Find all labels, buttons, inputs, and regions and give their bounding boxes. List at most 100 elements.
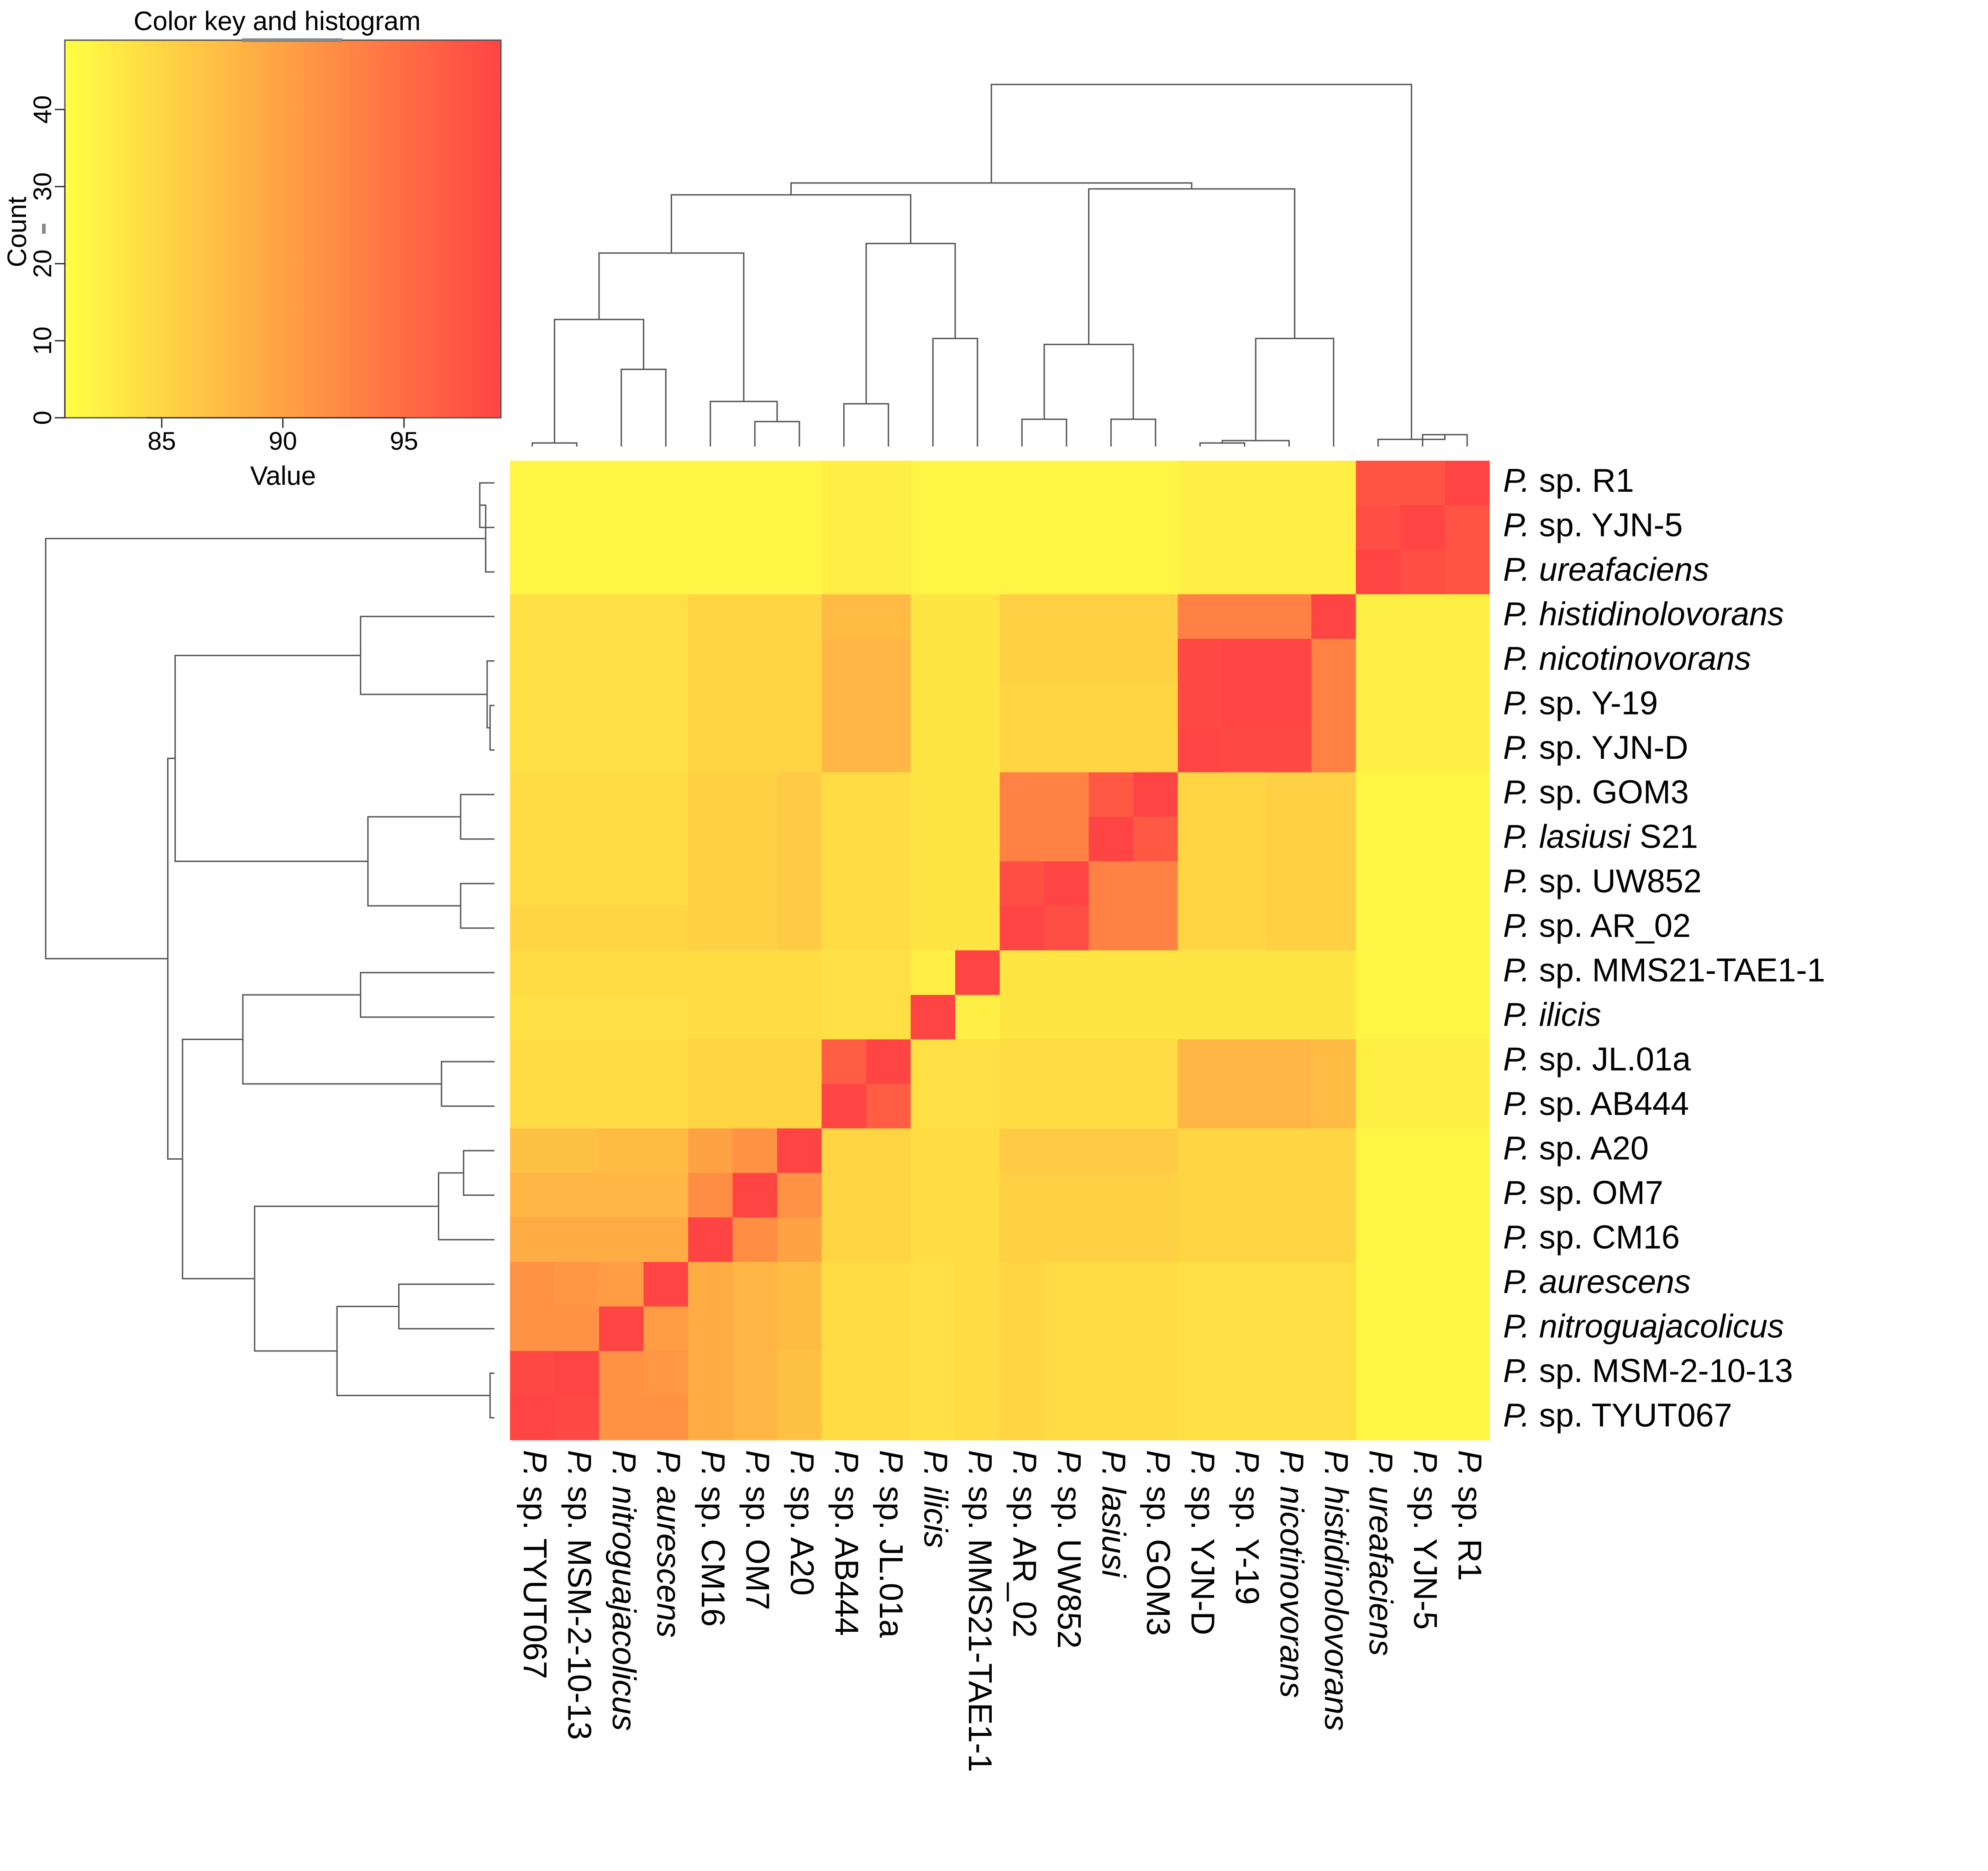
heatmap-cell [821, 1128, 867, 1173]
heatmap-cell [821, 1351, 867, 1396]
heatmap-cell [688, 728, 733, 773]
heatmap-cell [1400, 550, 1446, 595]
heatmap-cell [1044, 995, 1089, 1040]
dendrogram-branch [460, 794, 494, 840]
heatmap-cell [955, 1262, 1000, 1307]
heatmap-cell [1400, 1128, 1446, 1173]
heatmap-cell [599, 1395, 644, 1440]
heatmap-cell [732, 728, 778, 773]
heatmap-cell [1267, 950, 1312, 995]
heatmap-cell [599, 817, 644, 862]
heatmap-cell [510, 1395, 555, 1440]
heatmap-cell [1311, 772, 1357, 817]
heatmap-cell [821, 683, 867, 728]
heatmap-cell [732, 1173, 778, 1218]
heatmap-cell [1089, 1351, 1134, 1396]
heatmap-cell [910, 594, 956, 639]
column-label: P. sp. UW852 [1051, 1450, 1087, 1649]
heatmap-cell [955, 817, 1000, 862]
heatmap-cell [643, 1262, 689, 1307]
heatmap-cell [554, 1128, 600, 1173]
heatmap-cell [732, 594, 778, 639]
heatmap-cell [732, 1084, 778, 1129]
heatmap-cell [1445, 505, 1490, 550]
row-label: P. sp. Y-19 [1503, 685, 1658, 721]
heatmap-cell [866, 683, 911, 728]
heatmap-cell [688, 505, 733, 550]
heatmap-cell [643, 950, 689, 995]
heatmap-cell [821, 1217, 867, 1262]
heatmap-cell [999, 817, 1045, 862]
heatmap-cell [910, 1039, 956, 1084]
key-x-tick-label: 95 [390, 426, 418, 455]
heatmap-cell [732, 1306, 778, 1351]
heatmap-cell [1356, 817, 1401, 862]
heatmap-cell [1267, 772, 1312, 817]
dendrogram-branch [710, 400, 778, 447]
heatmap-cell [777, 550, 822, 595]
heatmap-cell [599, 683, 644, 728]
dendrogram-branch [438, 1172, 494, 1240]
heatmap-cell [910, 1173, 956, 1218]
heatmap-cell [688, 1351, 733, 1396]
dendrogram-branch [865, 242, 956, 404]
heatmap-cell [1044, 861, 1089, 906]
heatmap-cell [777, 906, 822, 951]
heatmap-cell [1044, 772, 1089, 817]
heatmap-cell [1267, 1262, 1312, 1307]
row-label: P. histidinolovorans [1503, 596, 1784, 632]
column-label: P. histidinolovorans [1318, 1450, 1354, 1731]
dendrogram-branch [441, 1061, 494, 1107]
heatmap-cell [910, 639, 956, 684]
heatmap-cell [910, 550, 956, 595]
heatmap-cell [1133, 995, 1178, 1040]
heatmap-cell [821, 1306, 867, 1351]
heatmap-cell [910, 1395, 956, 1440]
heatmap-cell [510, 772, 555, 817]
heatmap-cell [643, 505, 689, 550]
heatmap-cell [1356, 772, 1401, 817]
heatmap-cell [1222, 772, 1267, 817]
heatmap-cell [554, 1351, 600, 1396]
dendrogram-branch [621, 368, 667, 447]
heatmap-cell [643, 683, 689, 728]
heatmap-cell [821, 550, 867, 595]
heatmap-cell [1089, 995, 1134, 1040]
dendrogram-branch [167, 757, 183, 1160]
row-label: P. sp. OM7 [1503, 1175, 1663, 1211]
heatmap-cell [1222, 1039, 1267, 1084]
heatmap-cell [1445, 817, 1490, 862]
heatmap-cell [955, 505, 1000, 550]
heatmap-cell [732, 1128, 778, 1173]
dendrogram-branch [336, 1306, 490, 1396]
heatmap-cell [1311, 861, 1357, 906]
heatmap-cell [599, 950, 644, 995]
heatmap-cell [1178, 550, 1223, 595]
row-label: P. lasiusi S21 [1503, 819, 1698, 855]
heatmap-cell [643, 1128, 689, 1173]
heatmap-cell [1445, 995, 1490, 1040]
heatmap-cell [599, 1351, 644, 1396]
heatmap-cell [1445, 1128, 1490, 1173]
heatmap-cell [910, 950, 956, 995]
heatmap-cell [999, 1262, 1045, 1307]
heatmap-cell [1356, 995, 1401, 1040]
heatmap-cell [1267, 1351, 1312, 1396]
heatmap-cell [910, 817, 956, 862]
heatmap-cell [510, 995, 555, 1040]
dendrogram-branch [45, 538, 486, 960]
heatmap-cell [999, 639, 1045, 684]
heatmap-cell [866, 1217, 911, 1262]
heatmap-cell [1044, 1128, 1089, 1173]
dendrogram-branch [1021, 418, 1068, 447]
heatmap-cell [1267, 550, 1312, 595]
dendrogram-branch [479, 482, 494, 528]
dendrogram-branch [360, 615, 494, 695]
column-label: P. sp. CM16 [694, 1450, 731, 1627]
heatmap-cell [1267, 1173, 1312, 1218]
heatmap-cell [643, 906, 689, 951]
dendrogram-branch [1088, 188, 1295, 345]
heatmap-cell [1222, 683, 1267, 728]
heatmap-cell [599, 594, 644, 639]
heatmap-cell [955, 1351, 1000, 1396]
